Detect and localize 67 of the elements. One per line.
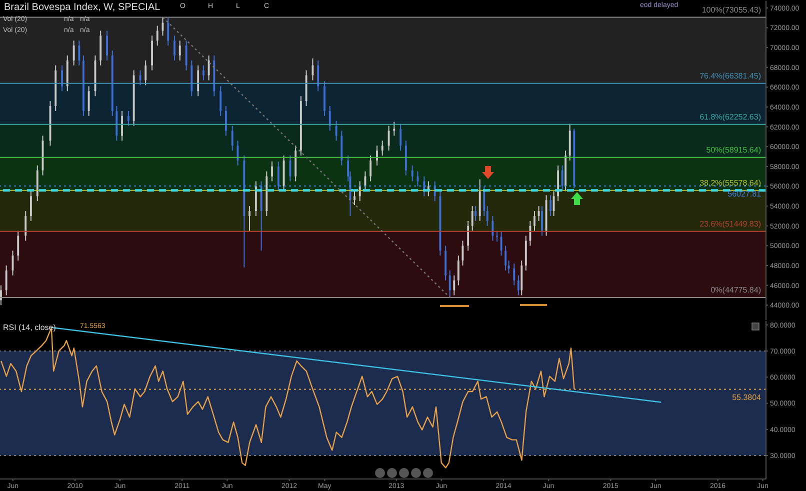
candlestick (400, 123, 402, 152)
candlestick (72, 40, 75, 66)
candlestick (208, 54, 210, 81)
candlestick (486, 206, 488, 226)
candlestick (335, 120, 338, 142)
candlestick (457, 255, 460, 286)
candlestick (354, 190, 356, 206)
candlestick (231, 125, 234, 152)
candlestick (17, 230, 20, 262)
candlestick (224, 106, 227, 136)
candlestick (550, 194, 552, 216)
candlestick (448, 270, 451, 298)
candlestick (534, 210, 536, 232)
candlestick (178, 40, 181, 61)
chart-title: Brazil Bovespa Index, W, SPECIAL (4, 2, 160, 13)
candlestick (127, 110, 130, 126)
ref-line-label: 61.8%(62252.63) (700, 112, 762, 122)
candlestick (144, 60, 147, 86)
candlestick (381, 140, 384, 156)
ref-line-label: 50%(58915.64) (706, 145, 762, 154)
candlestick (197, 64, 200, 97)
ref-line-label: 55.3804 (732, 392, 762, 402)
candlestick (541, 206, 543, 236)
ref-line-label: 56027.81 (728, 190, 762, 199)
candlestick (411, 164, 414, 182)
candlestick (462, 240, 464, 266)
candlestick (202, 64, 204, 81)
chart-title: RSI (14, close) (3, 323, 56, 332)
candlestick (271, 160, 273, 182)
candlestick (78, 40, 80, 66)
candlestick (185, 40, 188, 71)
ref-line-label: 38.2%(55578.64) (700, 178, 762, 188)
candlestick (416, 170, 419, 187)
candlestick (328, 106, 331, 132)
candlestick (106, 30, 108, 61)
candlestick (121, 110, 123, 142)
candlestick (471, 206, 474, 232)
candlestick (277, 160, 280, 192)
candlestick (5, 265, 8, 296)
ref-line-label: 23.6%(51449.83) (700, 219, 762, 228)
candlestick (248, 206, 250, 232)
candlestick (24, 210, 27, 242)
candlestick (88, 86, 90, 116)
candlestick (474, 206, 477, 222)
candlestick (370, 155, 372, 182)
candlestick (517, 274, 520, 296)
ref-line-label: 76.4%(66381.45) (700, 71, 762, 80)
ref-line-label: 0%(44775.84) (710, 285, 762, 294)
candlestick (529, 220, 532, 246)
candlestick (504, 245, 507, 271)
candlestick (453, 274, 456, 296)
candlestick (220, 86, 222, 116)
candlestick (61, 64, 63, 92)
candlestick (492, 215, 494, 242)
candlestick (167, 17, 170, 46)
candlestick (30, 190, 32, 222)
candlestick (156, 25, 158, 46)
candlestick (561, 164, 564, 192)
candlestick (496, 230, 498, 242)
candlestick (467, 220, 470, 252)
candlestick (393, 121, 396, 136)
candlestick (317, 60, 320, 92)
candlestick (376, 145, 378, 166)
ref-line-label: 100%(73055.43) (702, 5, 762, 14)
candlestick (174, 35, 176, 61)
candlestick (483, 186, 486, 216)
candlestick (513, 263, 516, 286)
